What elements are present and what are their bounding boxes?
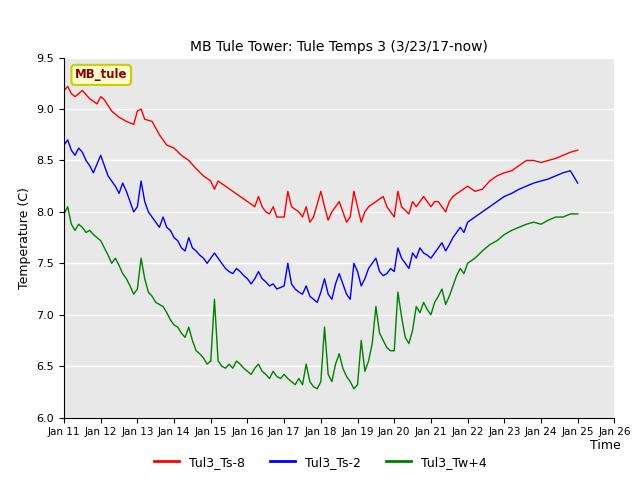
Title: MB Tule Tower: Tule Temps 3 (3/23/17-now): MB Tule Tower: Tule Temps 3 (3/23/17-now… <box>190 40 488 54</box>
Text: Time: Time <box>590 439 621 452</box>
Y-axis label: Temperature (C): Temperature (C) <box>18 187 31 288</box>
Legend: Tul3_Ts-8, Tul3_Ts-2, Tul3_Tw+4: Tul3_Ts-8, Tul3_Ts-2, Tul3_Tw+4 <box>148 451 492 474</box>
Text: MB_tule: MB_tule <box>75 68 127 82</box>
